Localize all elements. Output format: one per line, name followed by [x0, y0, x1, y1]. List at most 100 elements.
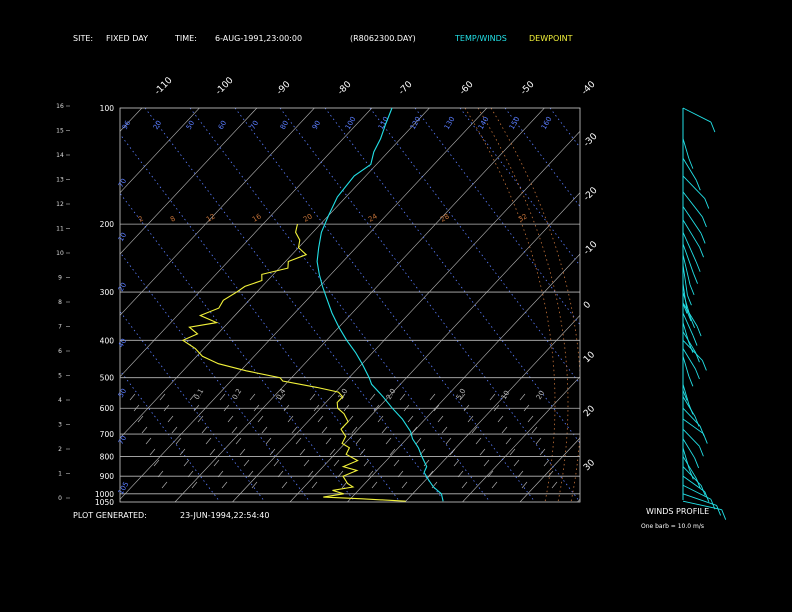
- wind-barb-flag: [688, 376, 694, 387]
- mixing-ratio-tick: [141, 426, 148, 434]
- isotherm-line: [0, 108, 27, 502]
- pressure-tick-label: 800: [100, 452, 115, 461]
- wind-barb-staff: [682, 418, 704, 434]
- mixing-ratio-tick: [429, 393, 436, 401]
- mixing-ratio-tick: [355, 437, 362, 445]
- mixing-ratio-tick: [129, 393, 136, 401]
- mixing-ratio-tick: [381, 426, 388, 434]
- top-temperature-label: -50: [519, 79, 537, 97]
- winds-profile-note: One barb = 10.0 m/s: [641, 523, 704, 530]
- mixing-ratio-tick: [527, 415, 534, 423]
- wind-barb-flag: [690, 317, 695, 329]
- mixing-ratio-tick: [175, 437, 182, 445]
- plot-generated-label: PLOT GENERATED:: [73, 511, 147, 520]
- mixing-ratio-tick: [543, 459, 550, 467]
- isotherm-line: [120, 108, 373, 378]
- wind-barb-flag: [701, 360, 707, 371]
- dry-adiabat-label: 130: [443, 115, 457, 131]
- plot-frame: [119, 107, 581, 503]
- plot-generated-value: 23-JUN-1994,22:54:40: [180, 511, 269, 520]
- wind-barb-staff: [682, 283, 688, 312]
- wind-barb-staff: [682, 232, 697, 262]
- mixing-ratio-label: 28: [439, 212, 451, 223]
- mixing-ratio-tick: [505, 437, 512, 445]
- pressure-tick-label: 700: [100, 430, 115, 439]
- mixing-ratio-label: 20: [302, 212, 314, 223]
- mixing-ratio-tick: [167, 415, 174, 423]
- dry-adiabat-line: [640, 108, 792, 502]
- right-temperature-label: -10: [582, 239, 600, 257]
- mixing-ratio-tick: [539, 448, 546, 456]
- height-tick-label: 7: [58, 324, 62, 331]
- wind-barb-flag: [688, 158, 694, 169]
- mixing-ratio-tick: [183, 459, 190, 467]
- wind-barb-flag: [695, 261, 701, 272]
- mixing-ratio-tick: [189, 393, 196, 401]
- mixing-ratio-tick: [303, 459, 310, 467]
- mixing-ratio-tick: [399, 393, 406, 401]
- mixing-ratio-tick: [459, 393, 466, 401]
- dry-adiabat-label: 100: [344, 115, 358, 131]
- mixing-ratio-tick: [423, 459, 430, 467]
- wind-barb-flag: [699, 247, 704, 258]
- wind-barb-staff: [682, 191, 703, 218]
- mixing-ratio-tick: [351, 426, 358, 434]
- isotherm-line: [120, 108, 258, 255]
- mixing-ratio-tick: [471, 426, 478, 434]
- dry-adiabat-label: 150: [508, 115, 522, 131]
- wind-barb-staff: [682, 339, 703, 361]
- wind-barb-staff: [682, 456, 697, 479]
- wind-barb-flag: [710, 499, 716, 510]
- wind-barb-flag: [704, 198, 710, 209]
- dry-adiabat-line: [369, 108, 580, 385]
- right-temperature-label: 0: [582, 300, 593, 311]
- mixing-ratio-tick: [449, 448, 456, 456]
- mixing-ratio-tick: [279, 393, 286, 401]
- mixing-ratio-tick: [519, 393, 526, 401]
- wind-barb-flag: [704, 491, 710, 502]
- time-value: 6-AUG-1991,23:00:00: [215, 34, 302, 43]
- moist-adiabat-label: 10: [500, 389, 511, 401]
- dry-adiabat-line: [595, 108, 792, 502]
- mixing-ratio-tick: [213, 459, 220, 467]
- mixing-ratio-tick: [385, 437, 392, 445]
- top-temperature-label: -80: [336, 79, 354, 97]
- mixing-ratio-tick: [321, 426, 328, 434]
- mixing-ratio-tick: [359, 448, 366, 456]
- dry-adiabat-line: [144, 108, 446, 502]
- wind-barb-staff: [682, 264, 688, 296]
- dry-adiabat-label-left: 70: [117, 177, 128, 189]
- dry-adiabat-line: [459, 108, 580, 267]
- dry-adiabat-label: 90: [311, 119, 322, 131]
- mixing-ratio-tick: [415, 437, 422, 445]
- pressure-tick-label: 900: [100, 472, 115, 481]
- wind-barb-staff: [682, 254, 691, 285]
- moist-adiabat-label: 0.1: [193, 387, 205, 401]
- isotherm-line: [519, 437, 580, 502]
- top-temperature-label: -70: [397, 79, 415, 97]
- mixing-ratio-tick: [153, 459, 160, 467]
- wind-barb-staff: [682, 175, 706, 199]
- mixing-ratio-tick: [209, 448, 216, 456]
- mixing-ratio-tick: [347, 415, 354, 423]
- time-label: TIME:: [174, 34, 197, 43]
- wind-barb-flag: [693, 273, 698, 284]
- mixing-ratio-tick: [407, 415, 414, 423]
- height-tick-label: 3: [58, 422, 62, 429]
- height-tick-label: 5: [58, 373, 62, 380]
- mixing-ratio-tick: [161, 481, 168, 489]
- mixing-ratio-tick: [369, 393, 376, 401]
- dry-adiabat-line: [234, 108, 536, 502]
- isotherm-line: [232, 130, 580, 502]
- dry-adiabat-label: 140: [477, 115, 491, 131]
- top-temperature-label: -60: [458, 79, 476, 97]
- mixing-ratio-tick: [437, 415, 444, 423]
- mixing-ratio-tick: [531, 426, 538, 434]
- top-temperature-label: -90: [275, 79, 293, 97]
- wind-barb-staff: [682, 348, 696, 370]
- mixing-ratio-label: 2: [137, 215, 145, 224]
- mixing-ratio-tick: [291, 426, 298, 434]
- isotherm-line: [120, 108, 488, 500]
- mixing-ratio-tick: [159, 393, 166, 401]
- isotherm-line: [120, 108, 200, 194]
